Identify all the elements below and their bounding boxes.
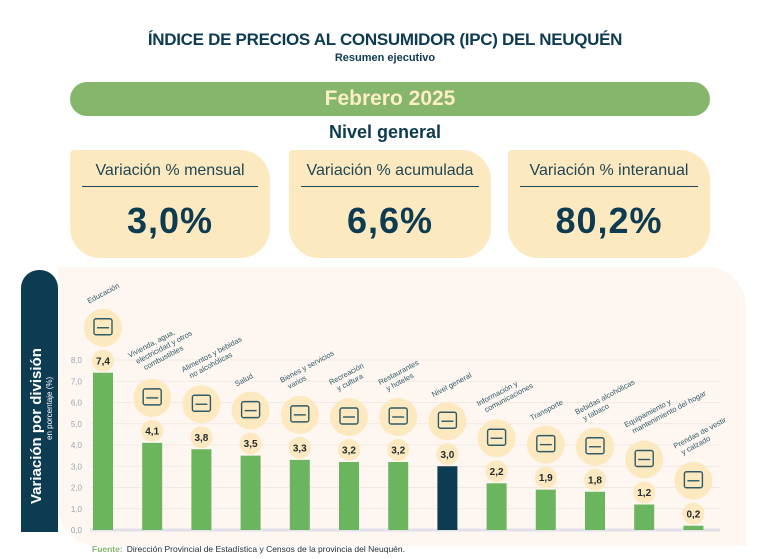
category-label: Salud bbox=[233, 371, 254, 388]
y-tick-label: 2,0 bbox=[71, 484, 83, 493]
bar bbox=[93, 372, 113, 530]
wine-bottle-icon-glyph bbox=[585, 437, 605, 455]
value-badge bbox=[436, 443, 459, 466]
card-value: 6,6% bbox=[346, 200, 434, 241]
bar bbox=[585, 491, 605, 530]
category-label-line: Nivel general bbox=[430, 370, 473, 399]
category-label-line: Educación bbox=[86, 281, 121, 305]
smartphone-icon-glyph bbox=[486, 428, 507, 446]
value-label: 3,8 bbox=[194, 433, 208, 444]
y-tick-label: 3,0 bbox=[71, 462, 83, 471]
value-label: 3,2 bbox=[342, 446, 356, 457]
source-label: Fuente: bbox=[92, 544, 123, 554]
bar bbox=[683, 525, 704, 530]
value-label: 1,9 bbox=[539, 473, 553, 484]
basket-icon-glyph bbox=[437, 411, 458, 429]
source-note: Fuente: Dirección Provincial de Estadísti… bbox=[92, 544, 405, 554]
value-badge bbox=[190, 426, 213, 449]
value-label: 1,8 bbox=[588, 475, 602, 486]
luggage-icon-glyph bbox=[388, 407, 408, 425]
value-label: 2,2 bbox=[490, 467, 504, 478]
value-label: 0,2 bbox=[686, 509, 700, 520]
value-badge bbox=[338, 439, 360, 461]
source-text: Dirección Provincial de Estadística y Ce… bbox=[126, 544, 405, 554]
y-tick-label: 8,0 bbox=[71, 356, 83, 365]
shirt-shoe-icon-glyph bbox=[683, 471, 704, 489]
bar bbox=[191, 449, 212, 530]
value-badge bbox=[682, 502, 705, 525]
card-value: 3,0% bbox=[126, 200, 214, 241]
value-label: 3,5 bbox=[244, 439, 258, 450]
y-tick-label: 0,0 bbox=[71, 526, 83, 535]
category-label: Nivel general bbox=[430, 370, 473, 399]
card-label: Variación % acumulada bbox=[306, 162, 474, 179]
groceries-icon-glyph bbox=[191, 394, 212, 412]
bar bbox=[289, 459, 310, 530]
y-tick-label: 4,0 bbox=[71, 441, 83, 450]
section-title: Nivel general bbox=[328, 122, 442, 142]
bar bbox=[142, 442, 163, 530]
category-label-line: Transporte bbox=[529, 398, 565, 423]
bar bbox=[437, 466, 458, 530]
card-label: Variación % interanual bbox=[529, 162, 689, 179]
value-badge bbox=[584, 468, 606, 491]
y-tick-label: 1,0 bbox=[71, 505, 83, 514]
bar bbox=[339, 462, 359, 530]
card-divider bbox=[301, 186, 479, 187]
books-icon-glyph bbox=[93, 318, 113, 336]
report-subtitle: Resumen ejecutivo bbox=[334, 52, 436, 64]
card-divider bbox=[520, 186, 698, 187]
value-badge bbox=[633, 481, 656, 504]
scissors-card-icon-glyph bbox=[290, 405, 310, 423]
washing-machine-icon-glyph bbox=[634, 449, 654, 468]
bar bbox=[240, 455, 261, 530]
value-badge bbox=[387, 439, 410, 461]
y-tick-label: 6,0 bbox=[71, 399, 83, 408]
value-badge bbox=[92, 349, 114, 372]
bar bbox=[634, 504, 655, 530]
report-title: ÍNDICE DE PRECIOS AL CONSUMIDOR (IPC) DE… bbox=[147, 30, 623, 49]
value-label: 3,3 bbox=[293, 443, 307, 454]
house-bulb-icon-glyph bbox=[142, 388, 162, 406]
value-label: 7,4 bbox=[96, 356, 110, 367]
beach-umbrella-icon-glyph bbox=[339, 407, 359, 425]
value-label: 3,0 bbox=[440, 450, 454, 461]
bar bbox=[388, 462, 409, 530]
value-badge bbox=[534, 466, 557, 489]
y-tick-label: 7,0 bbox=[71, 377, 83, 386]
chart-side-panel bbox=[21, 270, 58, 532]
health-shield-icon-glyph bbox=[240, 400, 261, 419]
value-badge bbox=[485, 460, 508, 483]
bar bbox=[486, 483, 507, 530]
period-banner: Febrero 2025 bbox=[70, 82, 710, 116]
car-bus-icon-glyph bbox=[536, 434, 556, 453]
value-label: 4,1 bbox=[145, 426, 159, 437]
category-label: Educación bbox=[86, 281, 121, 305]
category-label: Transporte bbox=[529, 398, 565, 423]
card-monthly: Variación % mensual 3,0% bbox=[70, 150, 270, 258]
card-label: Variación % mensual bbox=[95, 162, 245, 179]
value-badge bbox=[239, 432, 262, 455]
value-label: 3,2 bbox=[391, 446, 405, 457]
card-divider bbox=[82, 186, 258, 187]
card-yearly: Variación % interanual 80,2% bbox=[508, 150, 710, 258]
category-label-line: Salud bbox=[233, 371, 254, 388]
card-value: 80,2% bbox=[555, 200, 663, 241]
value-badge bbox=[141, 419, 164, 442]
y-tick-label: 5,0 bbox=[71, 420, 83, 429]
bar bbox=[535, 489, 556, 530]
card-accumulated: Variación % acumulada 6,6% bbox=[289, 150, 491, 258]
value-label: 1,2 bbox=[637, 488, 651, 499]
value-badge bbox=[288, 436, 311, 459]
